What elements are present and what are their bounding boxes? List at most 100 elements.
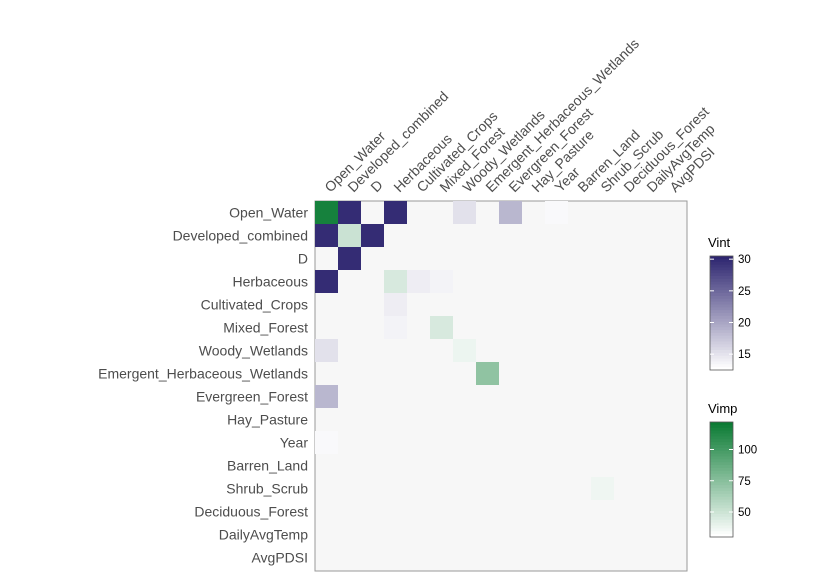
vint-legend-gradient-step <box>710 307 733 311</box>
vint-legend-tick-label: 25 <box>738 286 751 298</box>
vimp-legend-gradient-step <box>710 473 733 478</box>
vint-legend-gradient-step <box>710 344 733 348</box>
vimp-legend-gradient-step <box>710 514 733 518</box>
vimp-legend-title: Vimp <box>708 401 737 416</box>
vint-legend-gradient-step <box>710 321 733 325</box>
vimp-legend-gradient-step <box>710 442 733 446</box>
vint-legend-gradient-step <box>710 347 733 351</box>
vint-legend-gradient-step <box>710 361 733 365</box>
y-axis-labels: Open_Water Developed_combined D Herbaceous C… <box>98 205 308 566</box>
vint-legend-gradient-step <box>710 301 733 306</box>
vint-cell-Year-Open_Water <box>315 431 338 454</box>
vint-cell-Developed_combined-Open_Water <box>315 224 338 247</box>
vint-cell-Herbaceous-Cultivated_Crops <box>407 270 430 293</box>
vimp-legend-gradient-step <box>710 508 733 512</box>
vint-cell-Mixed_Forest-Herbaceous <box>384 316 407 339</box>
vimp-legend-gradient-step <box>710 436 733 440</box>
y-label-D: D <box>298 251 308 267</box>
heatmap-cells <box>315 201 614 500</box>
vimp-legend-tick-label: 75 <box>738 476 751 488</box>
vint-legend-gradient-step <box>710 290 733 294</box>
vint-legend-gradient-step <box>710 367 733 371</box>
vimp-legend-gradient-step <box>710 445 733 449</box>
vimp-legend-gradient-step <box>710 493 733 498</box>
vint-legend-gradient-step <box>710 281 733 286</box>
vimp-legend-gradient-step <box>710 453 733 458</box>
y-label-AvgPDSI: AvgPDSI <box>251 550 308 566</box>
vint-legend-gradient-step <box>710 287 733 291</box>
vimp-legend-gradient-step <box>710 485 733 489</box>
vimp-legend-gradient-step <box>710 522 733 527</box>
vimp-legend-gradient-step <box>710 439 733 443</box>
y-label-Year: Year <box>280 435 309 451</box>
vimp-legend-tick-label: 50 <box>738 507 751 519</box>
vint-cell-Open_Water-Evergreen_Forest <box>499 201 522 224</box>
y-label-Mixed_Forest: Mixed_Forest <box>223 320 308 336</box>
vimp-legend-gradient-step <box>710 468 733 472</box>
y-label-Emergent_Herbaceous_Wetlands: Emergent_Herbaceous_Wetlands <box>98 366 308 382</box>
vimp-legend-gradient-step <box>710 511 733 515</box>
vimp-legend-gradient-step <box>710 482 733 486</box>
vimp-legend-gradient-step <box>710 505 733 509</box>
y-label-Developed_combined: Developed_combined <box>173 228 308 244</box>
vint-legend-tick-label: 15 <box>738 349 751 361</box>
vint-legend-gradient-step <box>710 335 733 340</box>
vimp-legend-gradient-step <box>710 433 733 437</box>
vint-legend-gradient-step <box>710 364 733 368</box>
vint-legend-gradient-step <box>710 341 733 345</box>
y-label-DailyAvgTemp: DailyAvgTemp <box>219 527 308 543</box>
vimp-cell-Woody_Wetlands <box>453 339 476 362</box>
vint-legend-gradient-step <box>710 275 733 280</box>
vimp-legend-gradient-step <box>710 470 733 475</box>
y-label-Herbaceous: Herbaceous <box>233 274 309 290</box>
vimp-legend-gradient-step <box>710 456 733 460</box>
vint-cell-Evergreen_Forest-Open_Water <box>315 385 338 408</box>
vint-legend-gradient-step <box>710 358 733 363</box>
vimp-legend-gradient-step <box>710 534 733 538</box>
vimp-legend-gradient-step <box>710 465 733 469</box>
vint-legend-gradient-step <box>710 313 733 317</box>
vimp-legend-gradient-step <box>710 447 733 452</box>
vimp-legend-gradient-step <box>710 488 733 492</box>
vimp-cell-Emergent_Herbaceous_Wetlands <box>476 362 499 385</box>
vint-legend-gradient-step <box>710 338 733 343</box>
vint-legend-gradient-step <box>710 267 733 271</box>
vimp-cell-Open_Water <box>315 201 338 224</box>
vint-cell-Woody_Wetlands-Open_Water <box>315 339 338 362</box>
vimp-legend-gradient-step <box>710 479 733 483</box>
vint-legend-gradient-step <box>710 264 733 268</box>
vimp-legend-gradient-step <box>710 462 733 466</box>
vint-legend-gradient-step <box>710 350 733 354</box>
y-label-Woody_Wetlands: Woody_Wetlands <box>199 343 308 359</box>
vint-legend-gradient-step <box>710 324 733 328</box>
vint-cell-Open_Water-Woody_Wetlands <box>453 201 476 224</box>
vint-legend-gradient-step <box>710 327 733 331</box>
vint-legend-tick-label: 30 <box>738 254 751 266</box>
vint-legend-gradient-step <box>710 278 733 283</box>
vint-legend-gradient-step <box>710 355 733 360</box>
vint-legend-gradient-step <box>710 295 733 300</box>
vint-cell-Open_Water-Herbaceous <box>384 201 407 224</box>
vimp-legend-tick-label: 100 <box>738 445 757 457</box>
y-label-Evergreen_Forest: Evergreen_Forest <box>196 389 308 405</box>
y-label-Cultivated_Crops: Cultivated_Crops <box>201 297 308 313</box>
vimp-legend-gradient-step <box>710 427 733 432</box>
vimp-legend-gradient-step <box>710 499 733 504</box>
vint-cell-Herbaceous-Open_Water <box>315 270 338 293</box>
vint-cell-Herbaceous-Mixed_Forest <box>430 270 453 293</box>
vint-legend-gradient-step <box>710 310 733 314</box>
vint-legend-gradient-step <box>710 304 733 308</box>
vint-legend-gradient-step <box>710 298 733 303</box>
vimp-cell-Shrub_Scrub <box>591 477 614 500</box>
vimp-legend-gradient-step <box>710 502 733 506</box>
y-label-Open_Water: Open_Water <box>229 205 308 221</box>
vint-legend-gradient-step <box>710 352 733 357</box>
vint-legend-gradient-step <box>710 315 733 320</box>
vimp-legend-gradient-step <box>710 496 733 501</box>
vimp-legend-gradient-step <box>710 476 733 481</box>
vint-cell-Developed_combined-D <box>361 224 384 247</box>
vint-legend-gradient-step <box>710 256 733 260</box>
vimp-legend-gradient-step <box>710 516 733 521</box>
vimp-cell-Developed_combined <box>338 224 361 247</box>
